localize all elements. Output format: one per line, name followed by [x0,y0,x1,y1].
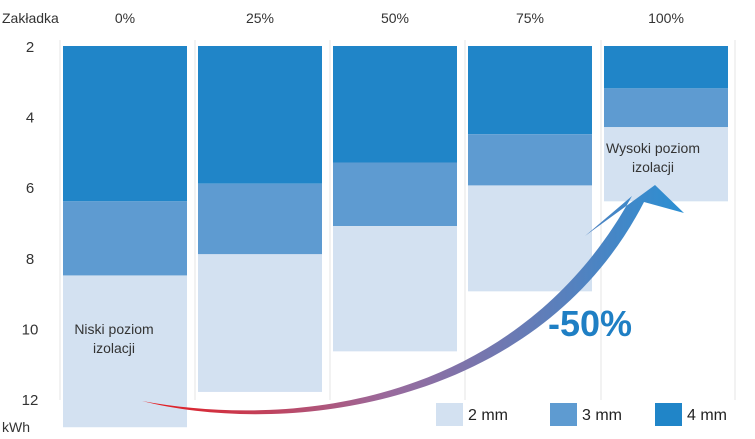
bar-3mm-100pct [604,88,728,128]
x-tick-label: 25% [246,10,274,26]
legend-swatch-3mm [550,403,577,426]
legend: 2 mm 3 mm 4 mm [436,403,727,426]
low-insulation-label-line1: Niski poziom [74,321,153,337]
bar-4mm-50pct [333,46,457,163]
bar-4mm-25pct [198,46,322,184]
legend-swatch-2mm [436,403,463,426]
bars [63,46,728,428]
gridlines [59,40,736,400]
x-tick-label: 50% [381,10,409,26]
bar-2mm-75pct [468,185,592,292]
bar-2mm-0pct [63,275,187,428]
bar-3mm-0pct [63,201,187,276]
high-insulation-label-line1: Wysoki poziom [606,140,700,156]
y-axis-ticks: 2 4 6 8 10 12 [22,39,39,409]
bar-3mm-75pct [468,134,592,186]
legend-swatch-4mm [655,403,682,426]
y-tick-label: 2 [26,39,34,56]
corner-label: Zakładka [2,10,59,26]
reduction-label: -50% [548,303,632,344]
x-axis-ticks: 0% 25% 50% 75% 100% [115,10,684,26]
high-insulation-label-line2: izolacji [632,159,674,175]
y-tick-label: 4 [26,110,34,127]
y-tick-label: 10 [22,321,39,338]
y-tick-label: 6 [26,180,34,197]
x-tick-label: 75% [516,10,544,26]
y-tick-label: 12 [22,392,39,409]
legend-label-4mm: 4 mm [687,407,727,424]
bar-2mm-25pct [198,254,322,392]
bar-2mm-100pct [604,127,728,202]
x-tick-label: 0% [115,10,135,26]
reduction-arrow [142,185,684,415]
bar-4mm-100pct [604,46,728,89]
legend-label-3mm: 3 mm [582,407,622,424]
x-tick-label: 100% [648,10,684,26]
bar-3mm-25pct [198,183,322,255]
bar-4mm-0pct [63,46,187,202]
bar-2mm-50pct [333,226,457,352]
low-insulation-label-line2: izolacji [93,340,135,356]
legend-label-2mm: 2 mm [468,407,508,424]
bar-4mm-75pct [468,46,592,135]
y-tick-label: 8 [26,251,34,268]
bar-3mm-50pct [333,162,457,227]
y-unit-label: kWh [2,419,30,435]
